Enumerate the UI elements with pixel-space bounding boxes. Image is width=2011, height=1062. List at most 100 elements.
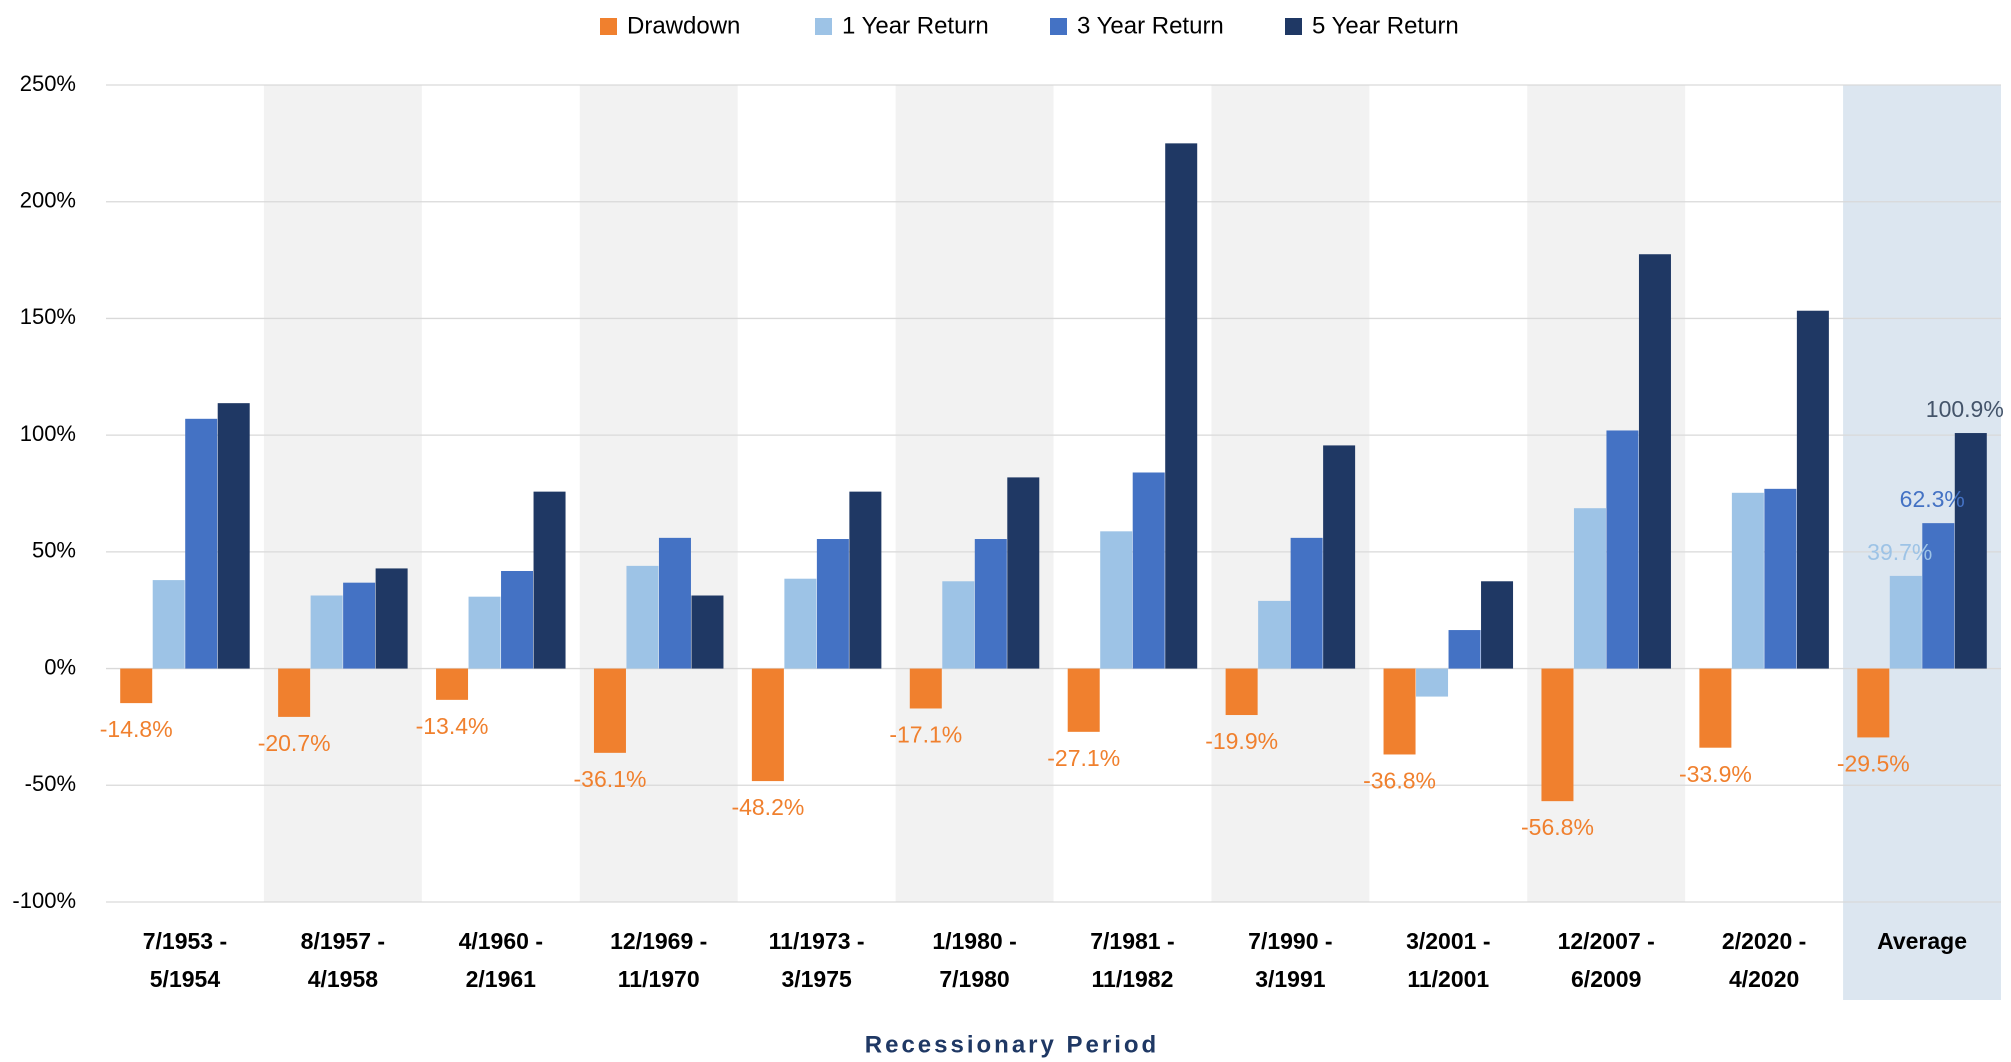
bar [310, 595, 343, 669]
legend-label: 5 Year Return [1312, 12, 1459, 39]
legend-swatch [1050, 18, 1067, 35]
bar [468, 596, 501, 669]
bar [1541, 668, 1574, 802]
bar [1731, 492, 1764, 669]
value-label: 62.3% [1900, 486, 1965, 512]
value-label: -17.1% [889, 722, 962, 748]
legend-label: 1 Year Return [842, 12, 989, 39]
bar [816, 539, 849, 669]
y-tick-label: 0% [44, 654, 76, 679]
bar [1857, 668, 1890, 738]
bar [691, 595, 724, 669]
value-label: -19.9% [1205, 728, 1278, 754]
y-tick-label: 150% [20, 304, 76, 329]
bar [1764, 488, 1797, 669]
legend-swatch [815, 18, 832, 35]
x-tick-label: 2/1961 [466, 966, 537, 992]
bar [501, 570, 534, 669]
y-tick-label: -100% [12, 888, 76, 913]
bar [343, 582, 376, 669]
bar [1573, 508, 1606, 669]
x-tick-label: 12/1969 - [610, 928, 707, 954]
x-tick-label: 11/1970 [618, 966, 700, 992]
value-label: 100.9% [1926, 396, 2004, 422]
bar [849, 491, 882, 669]
bar [436, 668, 469, 700]
legend-label: Drawdown [627, 12, 740, 39]
value-label: -20.7% [258, 730, 331, 756]
x-tick-label: 4/2020 [1729, 966, 1799, 992]
bar [974, 539, 1007, 669]
x-tick-label: 7/1990 - [1248, 928, 1332, 954]
bar [533, 491, 566, 669]
bars [120, 143, 1987, 802]
bar [1448, 630, 1481, 669]
value-label: -27.1% [1047, 745, 1120, 771]
bar [185, 418, 218, 669]
x-tick-label: 5/1954 [150, 966, 221, 992]
x-tick-label: 4/1960 - [459, 928, 543, 954]
bar [784, 578, 817, 669]
shade-band [579, 85, 738, 902]
x-tick-label: 7/1981 - [1090, 928, 1174, 954]
y-tick-label: -50% [25, 771, 76, 796]
y-tick-label: 250% [20, 71, 76, 96]
y-tick-label: 100% [20, 421, 76, 446]
x-tick-label: 3/1991 [1255, 966, 1326, 992]
x-tick-label: 7/1953 - [143, 928, 227, 954]
bar [1638, 254, 1671, 669]
bar [1258, 600, 1291, 669]
bar [1225, 668, 1258, 716]
value-label: -48.2% [731, 794, 804, 820]
bar [751, 668, 784, 782]
grid [106, 84, 2001, 903]
value-label: -13.4% [416, 713, 489, 739]
value-label: -36.1% [574, 766, 647, 792]
bar [217, 403, 250, 669]
legend-label: 3 Year Return [1077, 12, 1224, 39]
bar [909, 668, 942, 709]
bar [120, 668, 153, 704]
x-tick-label: 4/1958 [308, 966, 379, 992]
bar [1481, 581, 1514, 669]
value-label: -36.8% [1363, 768, 1436, 794]
bar [1323, 445, 1356, 669]
bar [626, 565, 659, 669]
value-label: -14.8% [100, 716, 173, 742]
value-label: 39.7% [1867, 539, 1932, 565]
bar [1165, 143, 1198, 669]
bar [1889, 575, 1922, 669]
x-tick-label: 11/2001 [1407, 966, 1489, 992]
x-tick-label: 6/2009 [1571, 966, 1641, 992]
legend-swatch [600, 18, 617, 35]
x-tick-label: 3/2001 - [1406, 928, 1490, 954]
x-tick-label: 11/1982 [1092, 966, 1174, 992]
bar [1699, 668, 1732, 748]
bar [1796, 310, 1829, 669]
bar [942, 581, 975, 669]
x-tick-label: 1/1980 - [932, 928, 1016, 954]
bar [1416, 668, 1449, 697]
shade-band [263, 85, 422, 902]
bar [1100, 531, 1133, 669]
y-tick-label: 200% [20, 188, 76, 213]
value-label: -33.9% [1679, 761, 1752, 787]
x-tick-label: 12/2007 - [1558, 928, 1655, 954]
x-tick-label: 3/1975 [781, 966, 852, 992]
bar [1007, 477, 1040, 669]
y-tick-label: 50% [32, 538, 76, 563]
bar [375, 568, 408, 669]
bar [658, 537, 691, 669]
value-label: -29.5% [1837, 751, 1910, 777]
bar [1383, 668, 1416, 755]
x-tick-label: 2/2020 - [1722, 928, 1806, 954]
x-tick-label: 8/1957 - [301, 928, 385, 954]
bar [1132, 472, 1165, 669]
bar [278, 668, 311, 717]
x-tick-label: 11/1973 - [769, 928, 865, 954]
value-label: -56.8% [1521, 814, 1594, 840]
bar [1290, 537, 1323, 669]
x-tick-label: Average [1877, 928, 1967, 954]
bar [152, 580, 185, 669]
legend-swatch [1285, 18, 1302, 35]
